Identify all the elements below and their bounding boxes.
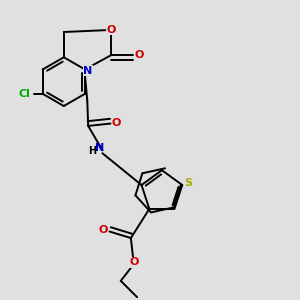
- Text: S: S: [184, 178, 192, 188]
- Text: O: O: [106, 25, 116, 35]
- Text: N: N: [83, 66, 92, 76]
- Text: H: H: [88, 146, 96, 156]
- Text: Cl: Cl: [19, 89, 31, 99]
- Text: O: O: [112, 118, 121, 128]
- Text: O: O: [98, 225, 108, 235]
- Text: O: O: [135, 50, 144, 60]
- Text: N: N: [95, 143, 104, 153]
- Text: O: O: [129, 257, 139, 267]
